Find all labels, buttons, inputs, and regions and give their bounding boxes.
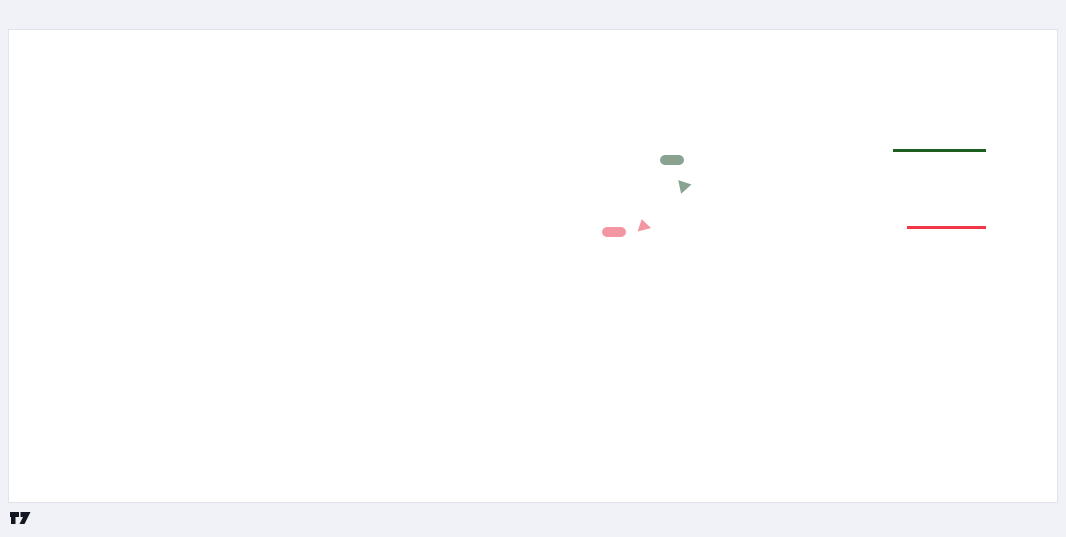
support-level-line[interactable] [907, 226, 986, 229]
ma9-callout[interactable] [602, 227, 626, 237]
chart-panel [8, 29, 1058, 503]
resistance-level-line[interactable] [893, 149, 986, 152]
tradingview-watermark[interactable] [10, 509, 37, 527]
tradingview-logo-icon [10, 512, 31, 524]
ma21-callout[interactable] [660, 155, 684, 165]
